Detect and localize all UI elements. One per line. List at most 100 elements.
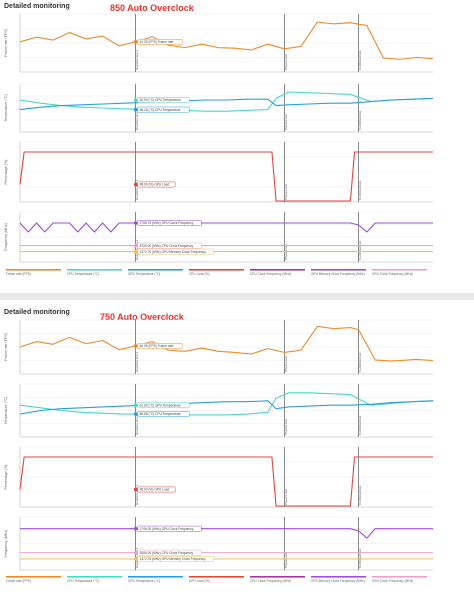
legend-swatch xyxy=(372,269,427,271)
legend-label: Frame rate (FPS) xyxy=(6,579,31,583)
annotation-label: 8700.00 (MHz) CPU Clock Frequency xyxy=(140,244,194,248)
annotation-point xyxy=(133,221,138,225)
annotation-box xyxy=(137,38,183,45)
test-marker-label: Combined test xyxy=(358,485,362,505)
annotation-label: 66.68 (°C) CPU Temperature xyxy=(140,412,181,416)
legend-label: GPU Clock Frequency (MHz) xyxy=(372,579,413,583)
test-marker-label: Physics test xyxy=(284,552,288,568)
legend-label: GPU Memory Clock Frequency (MHz) xyxy=(311,579,365,583)
annotation-label: 41.25 (FPS) Frame rate xyxy=(140,40,174,44)
legend-swatch xyxy=(250,269,305,271)
annotation-point xyxy=(133,487,138,492)
annotation-box xyxy=(137,549,202,556)
chart-1: Temperature (°C) Graphics test 1 Physics t… xyxy=(4,83,434,133)
annotation-point xyxy=(133,249,138,254)
legend-0: Frame rate (FPS) CPU Temperature (°C) GPU … xyxy=(6,269,427,276)
y-axis-label: Percentage (%) xyxy=(4,465,8,490)
legend-swatch xyxy=(250,576,305,578)
test-marker-label: Combined test xyxy=(358,415,362,435)
legend-swatch xyxy=(311,269,366,271)
y-axis-label: Frame rate (FPS) xyxy=(4,29,8,57)
test-marker-label: Physics test xyxy=(284,489,288,505)
series-line xyxy=(19,21,434,60)
annotation-box xyxy=(137,486,176,493)
annotation-point xyxy=(133,412,138,416)
chart-7: Frequency (MHz) Graphics test 1 Physics te… xyxy=(4,516,433,571)
y-axis-label: Frequency (MHz) xyxy=(4,530,8,558)
legend-label: CPU Load (%) xyxy=(189,272,210,276)
test-marker-label: Combined test xyxy=(358,352,362,372)
series-line xyxy=(19,222,433,233)
series-line xyxy=(19,151,433,202)
annotation-point xyxy=(133,98,138,102)
y-axis-label: Frame rate (FPS) xyxy=(4,333,8,361)
test-marker-label: Physics test xyxy=(284,54,288,70)
legend-label: GPU Temperature (°C) xyxy=(128,579,160,583)
legend-label: GPU Memory Clock Frequency (MHz) xyxy=(311,272,365,276)
annotation-box xyxy=(137,106,190,113)
legend-label: Frame rate (FPS) xyxy=(6,272,31,276)
test-marker-label: Combined test xyxy=(358,50,362,70)
y-axis-label: Temperature (°C) xyxy=(4,94,8,122)
annotation-label: 1372.75 (MHz) GPU Memory Clock Frequency xyxy=(140,250,206,254)
test-marker-label: Graphics test 1 xyxy=(135,109,139,130)
test-marker-label: Physics test xyxy=(284,114,288,130)
panel-title-2: Detailed monitoring xyxy=(4,309,70,316)
chart-6: Percentage (%) Graphics test 1 Physics tes… xyxy=(4,446,433,508)
legend-1: Frame rate (FPS) CPU Temperature (°C) GPU … xyxy=(6,576,427,583)
legend-label: CPU Temperature (°C) xyxy=(67,579,99,583)
annotation-box xyxy=(137,343,183,349)
chart-2: Percentage (%) Graphics test 1 Physics tes… xyxy=(4,141,433,203)
annotation-box xyxy=(137,181,176,188)
y-axis-label: Percentage (%) xyxy=(4,160,8,185)
test-marker-label: Combined test xyxy=(358,240,362,260)
annotation-box xyxy=(137,248,214,255)
annotation-point xyxy=(133,526,138,531)
panel-overclock-label-2: 750 Auto Overclock xyxy=(100,312,184,322)
legend-label: CPU Load (%) xyxy=(189,579,210,583)
annotation-label: 61.60 (°C) GPU Temperature xyxy=(140,403,181,407)
annotation-box xyxy=(137,411,190,417)
annotation-label: 62.90 (°C) GPU Temperature xyxy=(140,98,181,102)
annotation-point xyxy=(133,243,138,248)
test-marker-label: Combined test xyxy=(358,548,362,568)
series-line xyxy=(19,97,434,111)
series-line xyxy=(19,456,433,507)
y-axis-label: Frequency (MHz) xyxy=(4,223,8,251)
annotation-box xyxy=(137,220,202,226)
legend-swatch xyxy=(189,269,244,271)
annotation-box xyxy=(137,402,190,409)
annotation-box xyxy=(137,556,214,562)
test-marker-label: Graphics test 1 xyxy=(135,547,139,568)
y-axis-label: Temperature (°C) xyxy=(4,397,8,425)
legend-swatch xyxy=(67,269,122,271)
series-line xyxy=(19,392,434,416)
annotation-box xyxy=(137,242,202,249)
annotation-point xyxy=(133,403,138,408)
annotation-point xyxy=(133,182,138,187)
panel-title-1: Detailed monitoring xyxy=(4,3,70,10)
annotation-box xyxy=(137,525,202,532)
annotation-label: 98.00 (%) GPU Load xyxy=(140,183,170,187)
series-line xyxy=(19,400,434,415)
legend-label: CPU Temperature (°C) xyxy=(67,272,99,276)
test-marker-label: Graphics test 1 xyxy=(135,484,139,505)
legend-swatch xyxy=(128,576,183,578)
annotation-box xyxy=(137,97,190,103)
series-line xyxy=(19,325,434,362)
annotation-label: 98.00 (%) GPU Load xyxy=(140,488,170,492)
annotation-label: 66.18 (°C) CPU Temperature xyxy=(140,108,181,112)
legend-swatch xyxy=(67,576,122,578)
panel-divider xyxy=(0,293,474,300)
test-marker-label: Graphics test 1 xyxy=(135,414,139,435)
annotation-point xyxy=(133,344,138,348)
legend-label: CPU Clock Frequency (MHz) xyxy=(250,272,291,276)
annotation-point xyxy=(133,550,138,555)
legend-label: GPU Temperature (°C) xyxy=(128,272,160,276)
annotation-label: 1758.75 (MHz) GPU Clock Frequency xyxy=(140,221,194,225)
test-marker-label: Graphics test 1 xyxy=(135,49,139,70)
legend-swatch xyxy=(6,576,61,578)
annotation-point xyxy=(133,40,138,44)
annotation-label: 3085.00 (MHz) CPU Clock Frequency xyxy=(140,551,194,555)
